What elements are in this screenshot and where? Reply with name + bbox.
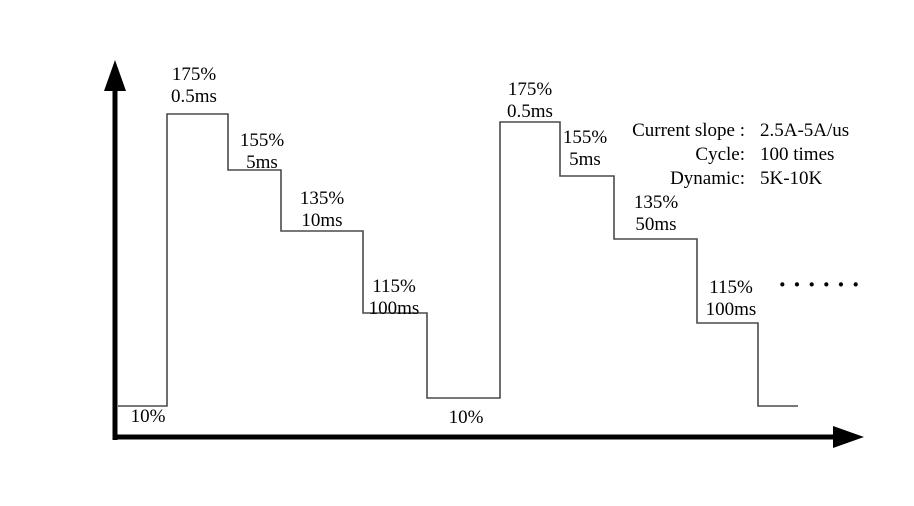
info-value-cycle: 100 times: [760, 144, 835, 165]
cycle2-step2-label: 155% 5ms: [563, 127, 607, 171]
duration-label: 5ms: [569, 149, 601, 170]
continuation-ellipsis: ······: [777, 270, 867, 299]
cycle1-step1-label: 175% 0.5ms: [171, 64, 217, 108]
cycle1-base-level-label: 10%: [130, 406, 166, 427]
percent-label: 155%: [239, 130, 285, 151]
duration-label: 100ms: [368, 298, 420, 319]
info-label-dynamic: Dynamic:: [670, 168, 745, 189]
percent-label: 135%: [299, 188, 345, 209]
cycle1-step2-label: 155% 5ms: [240, 130, 284, 174]
y-axis-arrowhead-icon: [104, 60, 126, 91]
cycle2-step4-label: 115% 100ms: [706, 277, 757, 321]
parameters-panel: Current slope : 2.5A-5A/us Cycle: 100 ti…: [560, 119, 849, 191]
info-value-dynamic: 5K-10K: [760, 168, 823, 189]
percent-label: 155%: [562, 127, 608, 148]
percent-label: 115%: [372, 276, 416, 297]
cycle1-step3-label: 135% 10ms: [300, 188, 344, 232]
duration-label: 100ms: [705, 299, 757, 320]
duration-label: 10ms: [301, 210, 343, 231]
percent-label: 115%: [709, 277, 753, 298]
info-label-cycle: Cycle:: [695, 144, 745, 165]
percent-label: 175%: [171, 64, 217, 85]
waveform-path: [118, 113, 798, 407]
x-axis-arrowhead-icon: [833, 426, 864, 448]
duration-label: 0.5ms: [171, 86, 217, 107]
cycle2-step3-label: 135% 50ms: [634, 192, 678, 236]
percent-label: 175%: [507, 79, 553, 100]
cycle1-step4-label: 115% 100ms: [369, 276, 420, 320]
cycle2-base-level-label: 10%: [448, 407, 484, 428]
duration-label: 0.5ms: [507, 101, 553, 122]
cycle2-step1-label: 175% 0.5ms: [507, 79, 553, 123]
duration-label: 5ms: [246, 152, 278, 173]
info-label-current-slope: Current slope :: [632, 120, 745, 141]
info-value-current-slope: 2.5A-5A/us: [760, 120, 850, 141]
percent-label: 135%: [633, 192, 679, 213]
duration-label: 50ms: [635, 214, 677, 235]
